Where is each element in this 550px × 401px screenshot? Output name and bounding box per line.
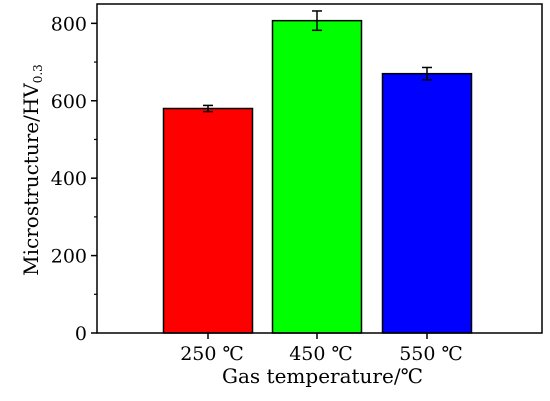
bar-2 (271, 19, 363, 334)
y-axis-label-main: Microstructure/HV (19, 83, 43, 276)
x-tick-label-3: 550 ℃ (399, 343, 463, 365)
y-axis-label-subscript: 0.3 (31, 64, 45, 84)
y-tick-label-2: 200 (51, 246, 87, 268)
y-tick-label-3: 400 (51, 168, 87, 190)
x-tick-label-1: 250 ℃ (180, 343, 244, 365)
bar-1 (162, 107, 254, 334)
bar-3 (381, 72, 473, 334)
x-tick-label-2: 450 ℃ (289, 343, 353, 365)
y-tick-label-4: 600 (51, 91, 87, 113)
y-axis-label: Microstructure/HV0.3 (19, 64, 45, 276)
x-axis-label: Gas temperature/℃ (222, 364, 423, 388)
y-tick-label-1: 0 (75, 323, 87, 345)
y-tick-label-5: 800 (51, 13, 87, 35)
plot-frame (96, 3, 543, 334)
